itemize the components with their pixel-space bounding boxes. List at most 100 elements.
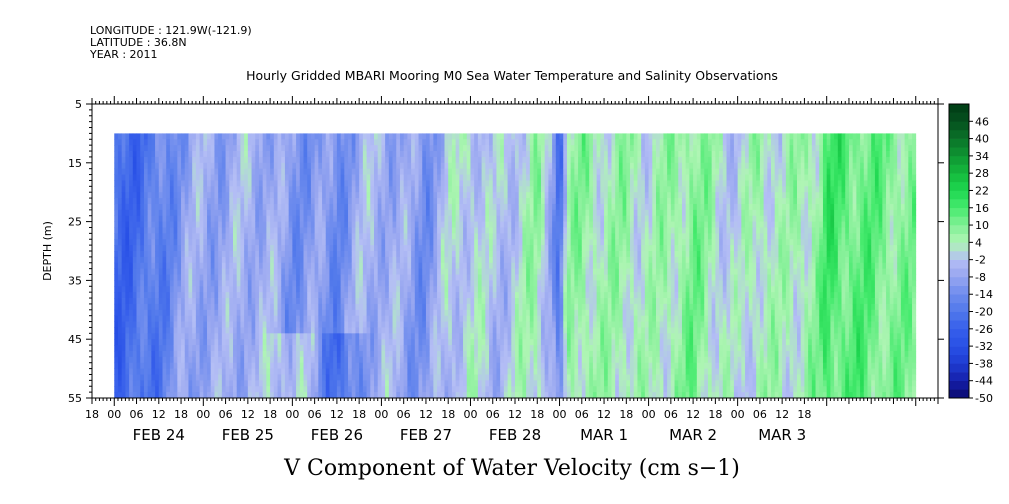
heatmap-cell [463, 209, 468, 217]
heatmap-cell [233, 350, 238, 358]
heatmap-cell [414, 215, 419, 222]
heatmap-cell [489, 203, 494, 211]
heatmap-cell [489, 133, 494, 140]
heatmap-cell [466, 309, 471, 317]
heatmap-cell [214, 174, 219, 181]
heatmap-cell [229, 192, 234, 199]
heatmap-cell [496, 298, 501, 305]
heatmap-cell [374, 350, 379, 358]
heatmap-cell [522, 374, 527, 381]
heatmap-cell [270, 368, 275, 375]
heatmap-cell [459, 198, 464, 205]
heatmap-cell [225, 274, 230, 281]
heatmap-cell [481, 180, 486, 187]
heatmap-cell [225, 350, 230, 358]
heatmap-cell [503, 380, 508, 387]
heatmap-cell [459, 262, 464, 270]
heatmap-cell [184, 180, 189, 187]
heatmap-cell [117, 356, 123, 364]
heatmap-cell [147, 227, 152, 234]
heatmap-cell [236, 133, 241, 140]
heatmap-cell [166, 280, 171, 287]
heatmap-cell [221, 345, 226, 352]
heatmap-cell [492, 215, 497, 222]
heatmap-cell [114, 203, 119, 211]
heatmap-cell [166, 203, 171, 211]
heatmap-cell [147, 151, 152, 158]
heatmap-cell [284, 327, 290, 334]
heatmap-cell [459, 392, 464, 398]
heatmap-cell [169, 392, 175, 398]
heatmap-cell [459, 245, 464, 252]
heatmap-cell [515, 333, 520, 340]
heatmap-cell [388, 215, 393, 222]
heatmap-cell [281, 156, 286, 164]
heatmap-cell [429, 280, 434, 287]
heatmap-cell [117, 221, 123, 228]
heatmap-cell [411, 156, 416, 164]
heatmap-cell [511, 215, 516, 222]
heatmap-cell [340, 374, 345, 381]
heatmap-cell [470, 145, 475, 152]
heatmap-cell [385, 362, 390, 369]
heatmap-cell [166, 221, 171, 228]
heatmap-cell [303, 174, 308, 181]
heatmap-cell [396, 209, 401, 217]
heatmap-cell [284, 280, 290, 287]
heatmap-cell [459, 145, 464, 152]
heatmap-cell [511, 374, 516, 381]
heatmap-cell [117, 186, 123, 193]
heatmap-cell [277, 203, 282, 211]
heatmap-cell [411, 151, 416, 158]
heatmap-cell [262, 239, 267, 246]
heatmap-cell [444, 145, 449, 152]
heatmap-cell [284, 298, 290, 305]
heatmap-cell [192, 345, 197, 352]
heatmap-cell [496, 186, 501, 193]
heatmap-cell [485, 362, 490, 369]
heatmap-cell [381, 368, 386, 375]
heatmap-cell [481, 356, 486, 364]
heatmap-cell [236, 180, 241, 187]
heatmap-cell [296, 350, 301, 358]
heatmap-cell [351, 192, 356, 199]
heatmap-cell [451, 286, 457, 293]
heatmap-cell [385, 292, 390, 299]
heatmap-cell [310, 374, 316, 381]
heatmap-cell [444, 186, 449, 193]
heatmap-cell [233, 174, 238, 181]
heatmap-cell [329, 286, 334, 293]
heatmap-cell [515, 256, 520, 264]
heatmap-cell [307, 168, 312, 175]
heatmap-cell [425, 156, 431, 164]
heatmap-cell [177, 368, 182, 375]
heatmap-cell [351, 245, 356, 252]
heatmap-cell [151, 227, 156, 234]
heatmap-cell [125, 315, 130, 322]
heatmap-cell [162, 392, 167, 398]
heatmap-cell [114, 186, 119, 193]
heatmap-cell [158, 174, 163, 181]
heatmap-cell [166, 168, 171, 175]
heatmap-cell [199, 280, 204, 287]
heatmap-cell [403, 245, 408, 252]
heatmap-cell [288, 251, 293, 258]
heatmap-cell [362, 303, 367, 311]
heatmap-cell [177, 215, 182, 222]
heatmap-cell [192, 168, 197, 175]
heatmap-cell [359, 298, 364, 305]
heatmap-cell [425, 386, 431, 393]
heatmap-cell [192, 221, 197, 228]
heatmap-cell [288, 380, 293, 387]
heatmap-cell [333, 174, 338, 181]
heatmap-cell [411, 245, 416, 252]
heatmap-cell [181, 356, 186, 364]
heatmap-cell [199, 233, 204, 240]
heatmap-cell [425, 362, 431, 369]
heatmap-cell [429, 251, 434, 258]
heatmap-cell [366, 227, 371, 234]
heatmap-cell [451, 174, 457, 181]
heatmap-cell [429, 133, 434, 140]
heatmap-cell [221, 186, 226, 193]
heatmap-cell [244, 186, 249, 193]
